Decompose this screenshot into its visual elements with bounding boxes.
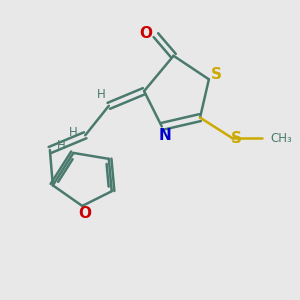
Text: S: S (211, 68, 222, 82)
Text: O: O (139, 26, 152, 41)
Text: N: N (158, 128, 171, 143)
Text: O: O (79, 206, 92, 221)
Text: H: H (97, 88, 106, 100)
Text: S: S (230, 131, 242, 146)
Text: H: H (69, 126, 78, 139)
Text: H: H (57, 139, 66, 152)
Text: CH₃: CH₃ (270, 132, 292, 145)
